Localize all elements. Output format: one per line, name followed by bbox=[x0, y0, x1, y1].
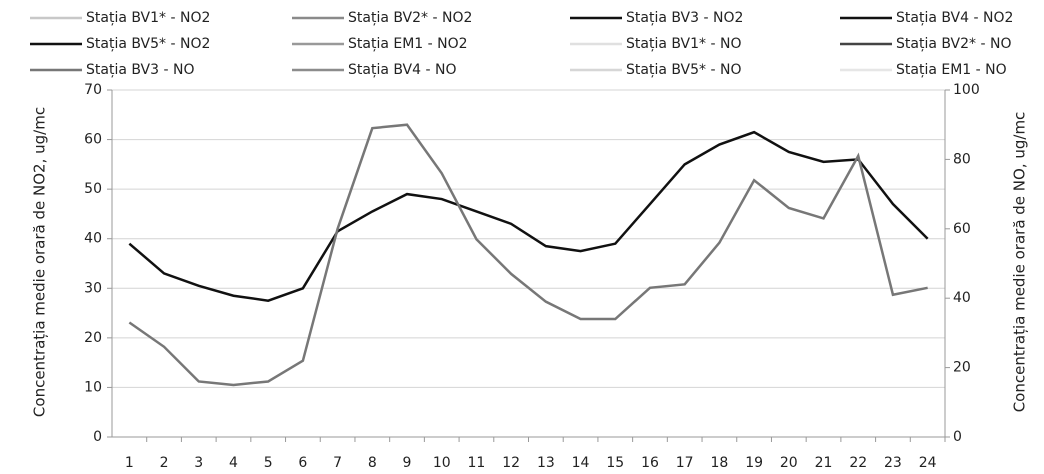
y2-tick-label: 100 bbox=[953, 82, 980, 98]
legend-label: Stația BV3 - NO bbox=[86, 62, 194, 78]
x-tick-label: 3 bbox=[194, 455, 203, 471]
x-tick-label: 1 bbox=[125, 455, 134, 471]
y2-tick-label: 80 bbox=[953, 151, 971, 167]
legend-label: Stația EM1 - NO bbox=[896, 62, 1007, 78]
legend-label: Stația BV1* - NO2 bbox=[86, 10, 210, 26]
x-tick-label: 16 bbox=[641, 455, 659, 471]
y2-tick-label: 20 bbox=[953, 360, 971, 376]
legend-label: Stația BV5* - NO2 bbox=[86, 36, 210, 52]
x-tick-label: 11 bbox=[468, 455, 486, 471]
x-tick-label: 24 bbox=[919, 455, 937, 471]
y-tick-label: 60 bbox=[84, 132, 102, 148]
x-tick-label: 9 bbox=[403, 455, 412, 471]
y-tick-label: 20 bbox=[84, 330, 102, 346]
x-tick-label: 21 bbox=[815, 455, 833, 471]
x-tick-label: 14 bbox=[572, 455, 590, 471]
y2-tick-label: 40 bbox=[953, 290, 971, 306]
legend-label: Stația BV4 - NO2 bbox=[896, 10, 1013, 26]
x-tick-label: 5 bbox=[264, 455, 273, 471]
x-tick-label: 20 bbox=[780, 455, 798, 471]
y-tick-label: 70 bbox=[84, 82, 102, 98]
legend-label: Stația EM1 - NO2 bbox=[348, 36, 468, 52]
x-tick-label: 2 bbox=[160, 455, 169, 471]
y-tick-label: 0 bbox=[93, 429, 102, 445]
legend-label: Stația BV3 - NO2 bbox=[626, 10, 743, 26]
x-tick-label: 18 bbox=[710, 455, 728, 471]
y2-tick-label: 0 bbox=[953, 429, 962, 445]
x-tick-label: 12 bbox=[502, 455, 520, 471]
x-tick-label: 10 bbox=[433, 455, 451, 471]
x-tick-label: 17 bbox=[676, 455, 694, 471]
x-tick-label: 23 bbox=[884, 455, 902, 471]
x-tick-label: 4 bbox=[229, 455, 238, 471]
legend-label: Stația BV2* - NO2 bbox=[348, 10, 472, 26]
x-tick-label: 13 bbox=[537, 455, 555, 471]
x-tick-label: 8 bbox=[368, 455, 377, 471]
legend-label: Stația BV2* - NO bbox=[896, 36, 1011, 52]
x-tick-label: 6 bbox=[298, 455, 307, 471]
y-tick-label: 10 bbox=[84, 379, 102, 395]
x-tick-label: 7 bbox=[333, 455, 342, 471]
y-axis-label: Concentrația medie orară de NO2, ug/mc bbox=[31, 107, 49, 417]
y-tick-label: 30 bbox=[84, 280, 102, 296]
y2-axis-label: Concentrația medie orară de NO, ug/mc bbox=[1011, 112, 1029, 413]
y-tick-label: 40 bbox=[84, 231, 102, 247]
x-tick-label: 22 bbox=[849, 455, 867, 471]
legend-label: Stația BV5* - NO bbox=[626, 62, 741, 78]
data-line bbox=[128, 130, 929, 302]
y2-tick-label: 60 bbox=[953, 221, 971, 237]
data-line bbox=[128, 123, 928, 387]
x-tick-label: 15 bbox=[606, 455, 624, 471]
legend-label: Stația BV1* - NO bbox=[626, 36, 741, 52]
legend-label: Stația BV4 - NO bbox=[348, 62, 456, 78]
x-tick-label: 19 bbox=[745, 455, 763, 471]
y-tick-label: 50 bbox=[84, 181, 102, 197]
